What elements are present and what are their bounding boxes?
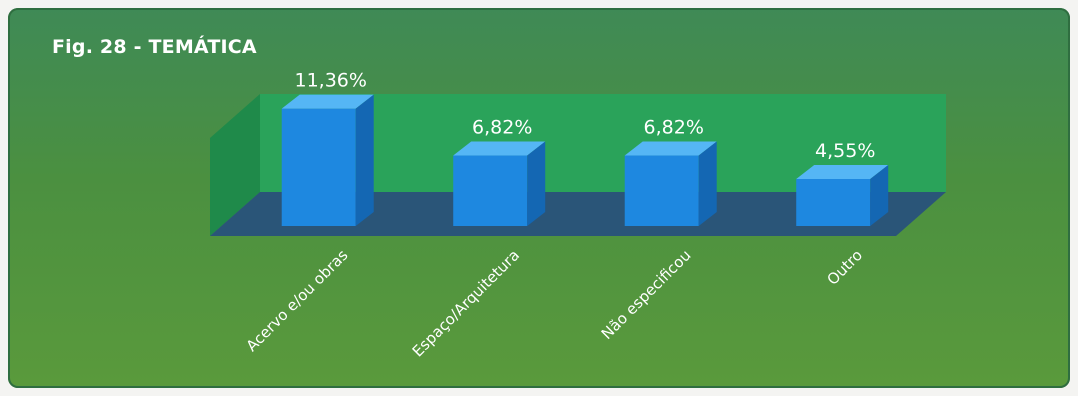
bar-top bbox=[796, 164, 889, 179]
category-label: Outro bbox=[823, 246, 866, 289]
bar-top bbox=[624, 141, 717, 156]
bar-front bbox=[624, 155, 699, 226]
chart-title: Fig. 28 - TEMÁTICA bbox=[52, 36, 257, 58]
bar-side bbox=[698, 141, 717, 226]
bar-side bbox=[870, 164, 889, 226]
bar-front bbox=[796, 178, 871, 226]
category-label: Acervo e/ou obras bbox=[243, 246, 352, 355]
category-labels: Acervo e/ou obras Espaço/Arquitetura Não e… bbox=[243, 246, 866, 360]
bar-side bbox=[355, 94, 374, 226]
bar-top bbox=[453, 141, 546, 156]
chart-walls bbox=[210, 94, 946, 236]
data-label: 6,82% bbox=[644, 117, 704, 139]
back-wall bbox=[260, 94, 946, 192]
bar-front bbox=[281, 108, 356, 226]
bar-side bbox=[527, 141, 546, 226]
bar-top bbox=[281, 94, 374, 109]
bar bbox=[281, 94, 374, 226]
bar bbox=[796, 164, 889, 226]
bars bbox=[281, 94, 889, 226]
category-label: Não especificou bbox=[598, 246, 695, 343]
bar-front bbox=[453, 155, 528, 226]
category-label: Espaço/Arquitetura bbox=[409, 246, 523, 360]
data-label: 4,55% bbox=[815, 140, 875, 162]
bar bbox=[624, 141, 717, 226]
data-label: 6,82% bbox=[472, 117, 532, 139]
chart-panel: Fig. 28 - TEMÁTICA 11,36% 6,82% 6,82% 4,55%… bbox=[8, 8, 1070, 388]
bar bbox=[453, 141, 546, 226]
data-labels: 11,36% 6,82% 6,82% 4,55% bbox=[294, 70, 875, 162]
data-label: 11,36% bbox=[294, 70, 366, 92]
floor bbox=[210, 192, 946, 236]
side-wall bbox=[210, 94, 260, 236]
bar-chart: 11,36% 6,82% 6,82% 4,55% Acervo e/ou obras E… bbox=[210, 70, 946, 360]
